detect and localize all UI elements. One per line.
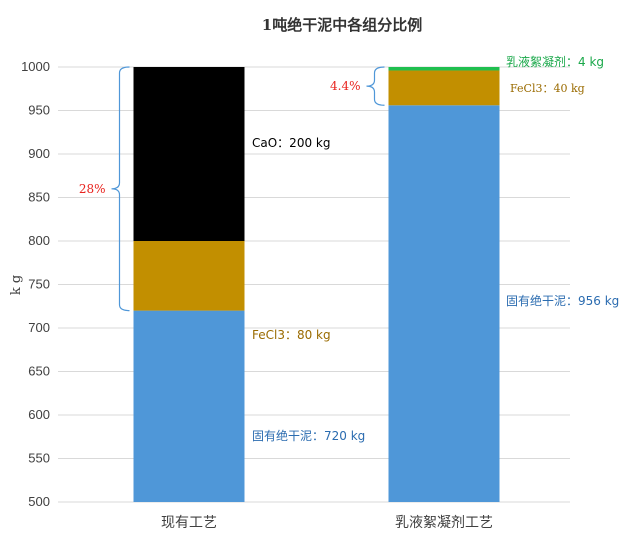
y-tick-label: 700 bbox=[28, 320, 50, 335]
brackets: 28% 4.4% bbox=[79, 66, 385, 312]
bracket-percentage-label: 28% bbox=[79, 182, 106, 196]
data-label: FeCl3：80 kg bbox=[252, 328, 331, 342]
segment-labels: 固有绝干泥：720 kg FeCl3：80 kg CaO：200 kg 固有绝干泥：9… bbox=[252, 54, 619, 443]
x-category-labels: 现有工艺 乳液絮凝剂工艺 bbox=[161, 514, 493, 531]
bracket bbox=[366, 66, 385, 106]
bars bbox=[133, 67, 500, 502]
y-tick-label: 750 bbox=[28, 277, 50, 292]
bar-segment bbox=[388, 105, 500, 502]
bracket-percentage-label: 4.4% bbox=[330, 79, 361, 93]
y-tick-label: 550 bbox=[28, 451, 50, 466]
y-tick-label: 1000 bbox=[21, 59, 50, 74]
data-label: 固有绝干泥：720 kg bbox=[252, 428, 365, 443]
y-axis-label: k g bbox=[9, 275, 24, 295]
bracket bbox=[111, 66, 130, 312]
data-label: CaO：200 kg bbox=[252, 136, 330, 150]
bar-segment bbox=[388, 70, 500, 106]
data-label: 乳液絮凝剂：4 kg bbox=[506, 54, 604, 69]
y-tick-label: 500 bbox=[28, 494, 50, 509]
y-tick-label: 850 bbox=[28, 190, 50, 205]
bar-segment bbox=[388, 67, 500, 71]
data-label: 固有绝干泥：956 kg bbox=[506, 293, 619, 308]
y-tick-label: 800 bbox=[28, 233, 50, 248]
bar-segment bbox=[133, 241, 245, 311]
x-category-label: 现有工艺 bbox=[161, 515, 217, 531]
y-tick-label: 650 bbox=[28, 364, 50, 379]
y-tick-labels: 500 550 600 650 700 750 800 850 900 950 1000 bbox=[21, 59, 50, 509]
data-label: FeCl3：40 kg bbox=[510, 82, 585, 95]
y-tick-label: 950 bbox=[28, 103, 50, 118]
y-tick-label: 600 bbox=[28, 407, 50, 422]
x-category-label: 乳液絮凝剂工艺 bbox=[395, 514, 493, 531]
chart-title: 1吨绝干泥中各组分比例 bbox=[262, 16, 422, 34]
bar-segment bbox=[133, 67, 245, 241]
bar-segment bbox=[133, 310, 245, 502]
y-tick-label: 900 bbox=[28, 146, 50, 161]
